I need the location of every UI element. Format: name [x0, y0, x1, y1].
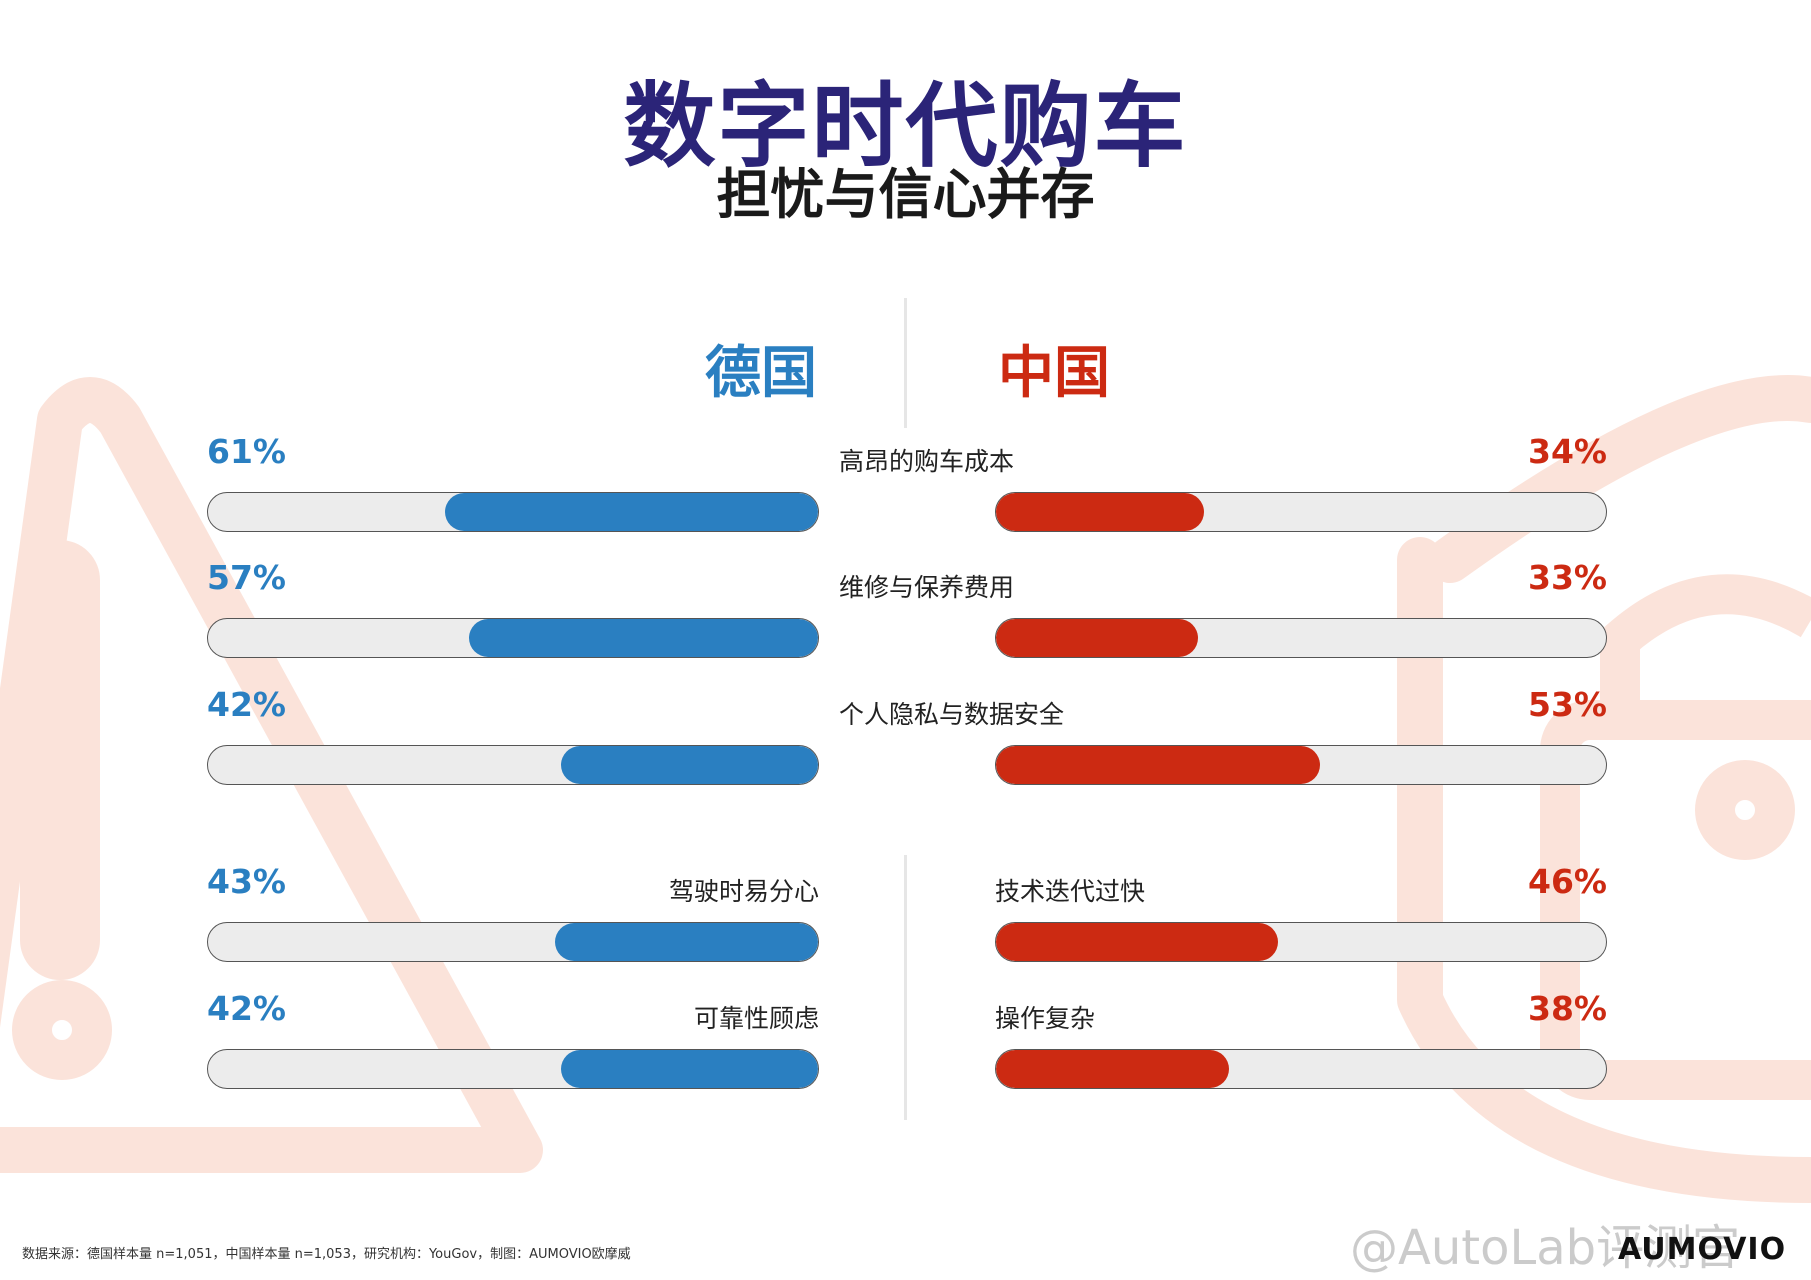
germany-bar	[560, 746, 818, 784]
padlock-body-icon	[1540, 700, 1811, 1100]
china-bar-track	[995, 922, 1607, 962]
china-bar-track	[995, 1049, 1607, 1089]
weibo-watermark: @AutoLab评测官	[1350, 1220, 1741, 1276]
germany-percent: 42%	[207, 685, 286, 724]
germany-heading: 德国	[705, 341, 817, 406]
aumovio-logo: AUMOVIO	[1618, 1232, 1787, 1267]
germany-bar	[469, 619, 818, 657]
keyhole-icon	[1695, 760, 1795, 860]
germany-bar	[444, 493, 818, 531]
germany-bar-track	[207, 745, 819, 785]
germany-category-label: 可靠性顾虑	[693, 1004, 819, 1033]
china-bar	[996, 746, 1321, 784]
germany-bar	[554, 923, 818, 961]
padlock-shackle-icon	[1600, 574, 1811, 720]
germany-percent: 57%	[207, 558, 286, 597]
source-note: 数据来源：德国样本量 n=1,051，中国样本量 n=1,053，研究机构：Yo…	[22, 1247, 631, 1262]
china-bar-track	[995, 492, 1607, 532]
china-percent: 33%	[1528, 558, 1607, 597]
header-divider	[904, 298, 907, 428]
germany-percent: 61%	[207, 432, 286, 471]
china-percent: 53%	[1528, 685, 1607, 724]
germany-bar-track	[207, 492, 819, 532]
china-category-label: 技术迭代过快	[995, 877, 1146, 906]
category-label: 个人隐私与数据安全	[839, 700, 1065, 729]
germany-category-label: 驾驶时易分心	[668, 877, 819, 906]
exclamation-dot-icon	[12, 980, 112, 1080]
china-bar-track	[995, 618, 1607, 658]
germany-percent: 42%	[207, 989, 286, 1028]
germany-bar-track	[207, 618, 819, 658]
china-percent: 38%	[1528, 989, 1607, 1028]
germany-bar-track	[207, 1049, 819, 1089]
china-bar-track	[995, 745, 1607, 785]
category-label: 高昂的购车成本	[839, 447, 1015, 476]
page-title: 数字时代购车	[623, 73, 1188, 180]
china-bar	[996, 923, 1278, 961]
germany-bar	[560, 1050, 818, 1088]
exclamation-bar-icon	[20, 540, 100, 980]
germany-percent: 43%	[207, 862, 286, 901]
china-heading: 中国	[998, 341, 1110, 406]
china-bar	[996, 619, 1198, 657]
china-bar	[996, 1050, 1229, 1088]
page-subtitle: 担忧与信心并存	[716, 163, 1095, 226]
china-bar	[996, 493, 1205, 531]
warning-triangle-icon	[0, 377, 543, 1173]
china-category-label: 操作复杂	[995, 1004, 1096, 1033]
germany-bar-track	[207, 922, 819, 962]
china-percent: 34%	[1528, 432, 1607, 471]
china-percent: 46%	[1528, 862, 1607, 901]
category-label: 维修与保养费用	[839, 573, 1015, 602]
section-divider	[904, 855, 907, 1120]
